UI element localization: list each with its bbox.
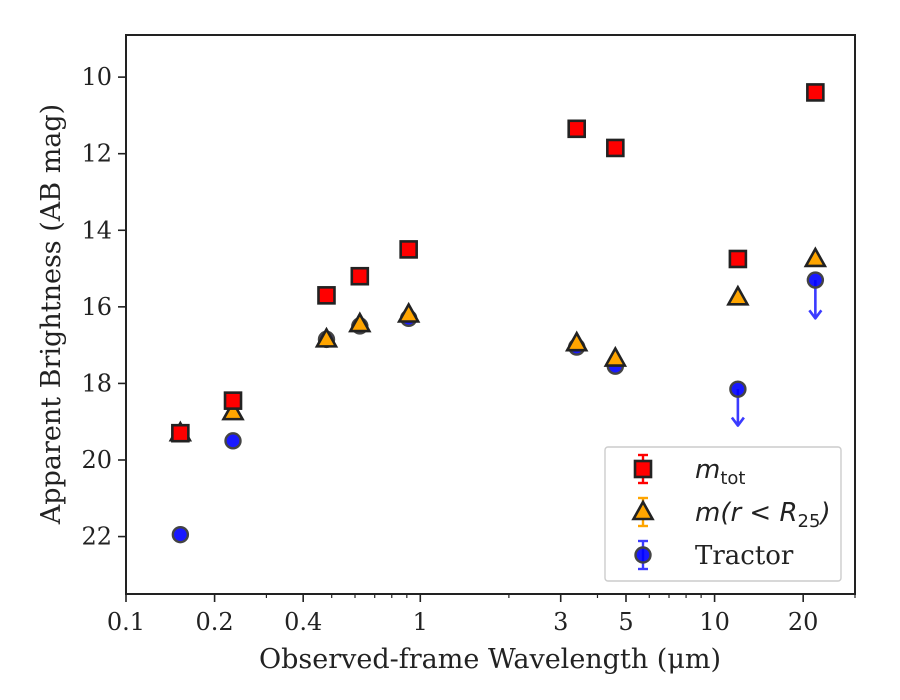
legend-triangle-marker [631,499,655,521]
upper-limit-arrowhead [730,416,745,427]
x-tick-label: 0.2 [196,608,234,636]
triangle-point [564,330,589,352]
plot-area-frame [125,34,856,595]
y-tick-label: 16 [81,293,112,321]
y-tick-label: 20 [81,446,112,474]
x-tick-label: 0.4 [284,608,322,636]
triangle-point [726,284,750,306]
triangle-point [221,399,245,421]
x-tick-label: 1 [413,608,428,636]
x-tick-label: 20 [788,608,819,636]
circle-point [171,525,190,544]
triangle-point [803,246,828,268]
x-axis-label: Observed-frame Wavelength (μm) [259,644,721,675]
x-tick-label: 3 [553,608,568,636]
y-axis-label: Apparent Brightness (AB mag) [36,104,67,525]
circle-point [224,432,242,450]
legend: mtot m(r < R25) Tractor [604,446,842,582]
square-point [728,249,748,269]
legend-label: m(r < R25) [695,498,831,532]
square-point [223,391,243,410]
square-point [399,240,418,259]
circle-point [729,380,747,398]
upper-limit-arrowhead [808,309,823,320]
y-tick-label: 12 [81,140,112,168]
square-point [806,83,825,102]
y-tick-label: 22 [81,523,112,551]
triangle-point [314,326,339,348]
x-tick-label: 10 [699,608,730,636]
x-tick-label: 5 [618,608,633,636]
y-tick-label: 14 [81,216,112,244]
legend-box [604,446,842,582]
y-tick-label: 10 [81,63,112,91]
square-point [606,138,625,158]
square-point [171,423,190,443]
square-point [567,119,587,139]
triangle-point [396,301,421,323]
triangle-point [348,311,372,333]
square-point [350,266,370,286]
legend-circle-marker [634,546,652,564]
x-tick-label: 0.1 [107,608,145,636]
circle-point [806,271,825,289]
square-point [317,286,336,305]
y-tick-label: 18 [81,369,112,397]
legend-label: mtot [695,455,745,489]
triangle-point [603,345,628,367]
legend-label: Tractor [695,541,794,571]
legend-square-marker [633,459,653,479]
